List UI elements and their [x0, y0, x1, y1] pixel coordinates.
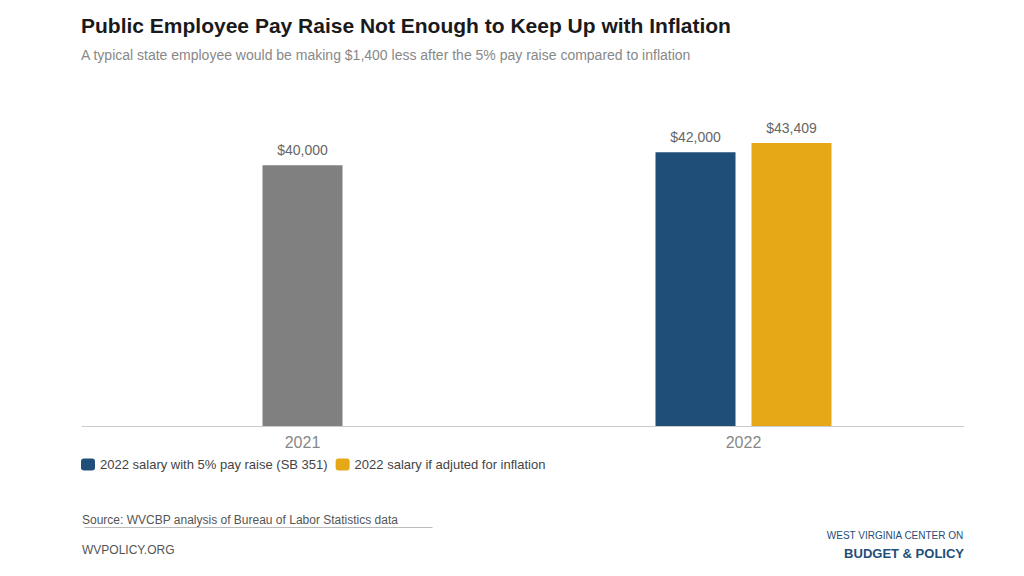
svg-text:Public Employee Pay Raise Not: Public Employee Pay Raise Not Enough to … [81, 14, 731, 37]
svg-text:$42,000: $42,000 [670, 129, 721, 145]
svg-text:BUDGET & POLICY: BUDGET & POLICY [844, 546, 964, 561]
svg-text:2022: 2022 [726, 434, 762, 451]
svg-text:2022 salary if adjuted for inf: 2022 salary if adjuted for inflation [355, 457, 546, 472]
svg-text:$40,000: $40,000 [277, 142, 328, 158]
svg-text:Source: WVCBP analysis of Bure: Source: WVCBP analysis of Bureau of Labo… [82, 513, 398, 527]
svg-text:A typical state employee would: A typical state employee would be making… [81, 47, 690, 63]
svg-text:WVPOLICY.ORG: WVPOLICY.ORG [82, 543, 174, 557]
svg-text:2021: 2021 [285, 434, 321, 451]
svg-text:$43,409: $43,409 [766, 120, 817, 136]
svg-text:2022 salary with 5% pay raise: 2022 salary with 5% pay raise (SB 351) [100, 457, 328, 472]
svg-text:WEST VIRGINIA CENTER ON: WEST VIRGINIA CENTER ON [827, 530, 964, 541]
